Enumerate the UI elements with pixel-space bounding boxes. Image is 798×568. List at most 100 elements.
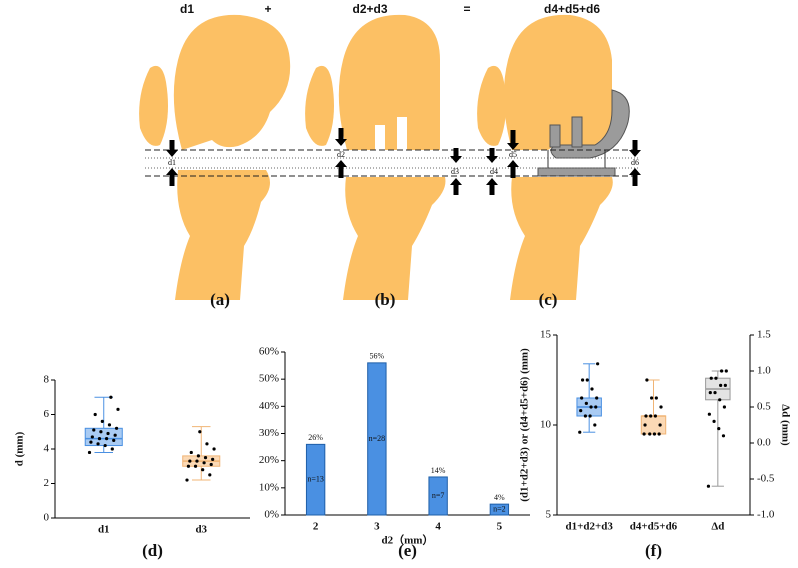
point (202, 461, 206, 465)
point (89, 440, 93, 444)
arrow (507, 160, 519, 178)
point (643, 423, 647, 427)
point (580, 378, 585, 382)
point (87, 450, 92, 455)
point (583, 414, 588, 418)
point (113, 433, 117, 437)
femur (338, 14, 440, 150)
point (596, 362, 600, 366)
panel-label: (f) (645, 541, 662, 560)
tibia (510, 177, 613, 300)
panel-label: (d) (142, 541, 163, 560)
peg (571, 116, 583, 148)
y-tick-label: 6 (44, 408, 50, 420)
point (195, 459, 199, 463)
x-tick-label: 4 (435, 521, 441, 533)
point (712, 419, 716, 423)
point (723, 383, 727, 387)
diagram: d1 + d2+d3 = d4+d5+d6 (a) (b) (c) d1 d2 … (139, 2, 640, 309)
x-tick-label: d4+d5+d6 (630, 521, 678, 533)
arrow (166, 140, 178, 157)
x-tick-label: d1+d2+d3 (565, 521, 613, 533)
x-tick-label: 3 (374, 521, 380, 533)
tibia (343, 177, 446, 300)
insert-outline (547, 150, 606, 168)
peg (549, 124, 561, 148)
gap-label: d6 (631, 158, 639, 167)
x-tick-label: 2 (313, 521, 319, 533)
gap-label: d4 (490, 167, 498, 176)
point (653, 414, 657, 418)
arrow (486, 178, 498, 195)
notch (375, 125, 385, 150)
point (706, 484, 711, 488)
point (654, 396, 658, 400)
value-label: 26% (308, 433, 323, 442)
point (719, 383, 723, 387)
point (590, 387, 594, 391)
y-tick-label: 15 (540, 329, 552, 341)
arrow (450, 178, 462, 195)
bar-note: n=28 (369, 434, 386, 443)
point (96, 442, 100, 446)
arrow (166, 168, 178, 186)
femoral-component (550, 89, 630, 159)
y-tick-label: 0% (264, 509, 279, 521)
y2-axis-label: Δd (mm) (779, 404, 791, 446)
point (112, 438, 116, 442)
bar (367, 362, 387, 516)
arrow (450, 148, 462, 163)
tibia (175, 170, 270, 300)
point (645, 378, 649, 382)
y-tick-label: 0 (44, 512, 50, 524)
point (189, 450, 193, 455)
point (648, 432, 652, 436)
arrow (507, 130, 519, 150)
point (644, 414, 648, 418)
point (93, 412, 97, 417)
point (107, 423, 112, 427)
notch (397, 117, 407, 150)
point (714, 376, 718, 380)
y-tick-label: 8 (44, 374, 50, 386)
header-text: d1 (180, 2, 194, 16)
y-tick-label: 10 (540, 419, 552, 431)
point (97, 437, 102, 441)
point (708, 391, 712, 395)
point (709, 376, 713, 380)
point (193, 464, 198, 468)
point (109, 395, 113, 399)
point (114, 426, 119, 430)
y2-tick-label: 1.5 (757, 329, 771, 341)
point (584, 401, 588, 405)
femur (503, 14, 612, 150)
y-axis-label: d (mm) (14, 431, 26, 466)
x-tick-label: 5 (497, 521, 503, 533)
y2-tick-label: -1.0 (757, 509, 775, 521)
point (652, 432, 657, 436)
point (659, 405, 663, 409)
point (721, 434, 726, 438)
header-text: d2+d3 (352, 2, 387, 16)
point (717, 427, 721, 431)
point (649, 414, 653, 418)
point (593, 423, 597, 427)
y-tick-label: 30% (259, 427, 279, 439)
y-tick-label: 50% (259, 373, 279, 385)
y-tick-label: 2 (44, 477, 50, 489)
point (196, 454, 200, 458)
arrow (335, 160, 347, 178)
value-label: 14% (431, 466, 446, 475)
point (203, 456, 208, 460)
point (105, 437, 109, 441)
point (116, 407, 120, 411)
bar-note: n=13 (307, 475, 324, 484)
y-tick-label: 10% (259, 481, 279, 493)
femur (173, 14, 291, 150)
point (580, 396, 584, 400)
point (100, 419, 104, 423)
point (719, 369, 724, 373)
point (99, 430, 103, 434)
point (657, 432, 661, 436)
